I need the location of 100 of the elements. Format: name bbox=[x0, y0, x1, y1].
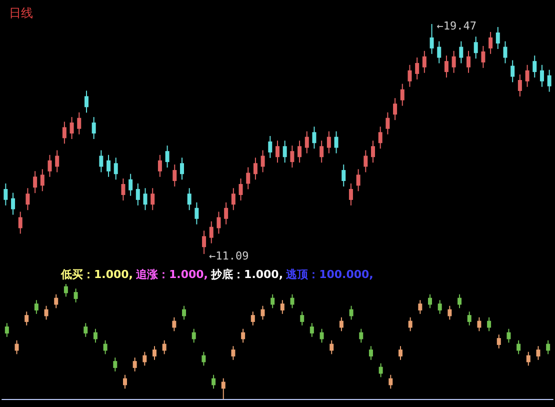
candlestick bbox=[312, 126, 316, 150]
candlestick bbox=[40, 168, 44, 192]
candlestick bbox=[393, 98, 398, 121]
candlestick bbox=[481, 45, 486, 68]
candlestick bbox=[103, 340, 108, 355]
candlestick bbox=[202, 351, 206, 366]
candlestick bbox=[121, 178, 126, 201]
candlestick bbox=[532, 55, 537, 78]
candlestick bbox=[62, 121, 66, 144]
candlestick bbox=[378, 362, 383, 378]
candlestick bbox=[326, 130, 331, 154]
candlestick bbox=[496, 26, 500, 50]
candlestick bbox=[525, 64, 530, 88]
candlestick bbox=[128, 173, 133, 196]
candlestick bbox=[192, 328, 196, 344]
candlestick bbox=[304, 130, 309, 154]
candlestick bbox=[518, 74, 522, 97]
candlestick bbox=[536, 346, 540, 360]
candlestick bbox=[231, 188, 236, 211]
candlestick bbox=[172, 316, 176, 332]
candlestick bbox=[466, 50, 471, 74]
candlestick bbox=[408, 64, 412, 88]
candlestick bbox=[487, 316, 492, 332]
candlestick bbox=[458, 294, 462, 309]
candlestick bbox=[224, 202, 228, 225]
candlestick bbox=[182, 305, 186, 320]
candlestick bbox=[310, 322, 314, 338]
candlestick bbox=[99, 150, 104, 173]
candlestick bbox=[474, 36, 478, 60]
candlestick bbox=[84, 90, 88, 114]
candlestick bbox=[546, 340, 550, 355]
candlestick bbox=[516, 340, 521, 355]
candlestick bbox=[92, 116, 96, 140]
candlestick bbox=[209, 220, 214, 244]
candlestick bbox=[194, 202, 199, 225]
candlestick bbox=[503, 40, 508, 64]
candlestick bbox=[378, 126, 382, 150]
candlestick bbox=[165, 145, 170, 168]
candlestick bbox=[136, 182, 140, 206]
candlestick bbox=[14, 340, 19, 355]
candlestick bbox=[260, 150, 265, 173]
candlestick bbox=[268, 135, 272, 158]
candlestick bbox=[320, 328, 324, 344]
text: 抄底：1.000, bbox=[210, 268, 284, 281]
candlestick bbox=[77, 112, 82, 135]
candlestick bbox=[298, 140, 302, 164]
candlestick bbox=[290, 145, 294, 168]
candlestick bbox=[216, 211, 221, 234]
candlestick bbox=[260, 305, 265, 320]
candlestick bbox=[300, 311, 304, 326]
candlestick bbox=[488, 31, 493, 54]
candlestick bbox=[415, 56, 420, 80]
candlestick bbox=[231, 346, 236, 360]
candlestick bbox=[4, 322, 9, 338]
candlestick bbox=[55, 150, 60, 173]
candlestick bbox=[437, 40, 442, 64]
candlestick bbox=[122, 374, 127, 390]
candlestick bbox=[70, 116, 74, 140]
candlestick bbox=[212, 374, 216, 390]
candlestick bbox=[54, 294, 58, 309]
candlestick bbox=[114, 157, 118, 180]
candlestick bbox=[339, 316, 344, 332]
candlestick bbox=[368, 346, 373, 360]
candlestick bbox=[270, 294, 275, 309]
candlestick bbox=[34, 300, 38, 314]
candlestick bbox=[467, 311, 472, 326]
candlestick bbox=[348, 182, 353, 206]
candlestick bbox=[4, 182, 8, 206]
candlestick bbox=[418, 300, 422, 314]
candlestick bbox=[253, 157, 258, 180]
candlestick bbox=[187, 188, 192, 211]
candlestick bbox=[342, 164, 346, 187]
candlestick bbox=[388, 374, 393, 390]
candlestick bbox=[33, 170, 38, 194]
candlestick bbox=[334, 130, 338, 154]
candlestick bbox=[430, 24, 434, 54]
candlestick bbox=[74, 288, 78, 303]
chart-title: 日线 bbox=[9, 6, 33, 20]
candlestick bbox=[180, 157, 184, 180]
candlestick bbox=[398, 346, 402, 360]
candlestick bbox=[540, 64, 544, 88]
candlestick bbox=[408, 316, 412, 332]
candlestick bbox=[64, 284, 68, 298]
candlestick bbox=[113, 357, 118, 372]
candlestick bbox=[280, 300, 284, 314]
candlestick bbox=[48, 154, 52, 178]
candlestick bbox=[18, 211, 22, 234]
candlestick bbox=[356, 168, 360, 192]
candlestick bbox=[477, 316, 482, 332]
text: 逃顶：100.000, bbox=[285, 268, 374, 281]
candlestick bbox=[150, 188, 155, 211]
candlestick bbox=[438, 300, 442, 314]
candlestick bbox=[241, 328, 246, 344]
text: 低买：1.000, bbox=[60, 268, 133, 281]
text: 追涨：1.000, bbox=[135, 268, 208, 281]
candlestick bbox=[152, 346, 157, 360]
candlestick bbox=[93, 328, 98, 344]
candlestick bbox=[400, 83, 404, 106]
candlestick bbox=[320, 140, 324, 164]
candlestick bbox=[11, 192, 16, 216]
